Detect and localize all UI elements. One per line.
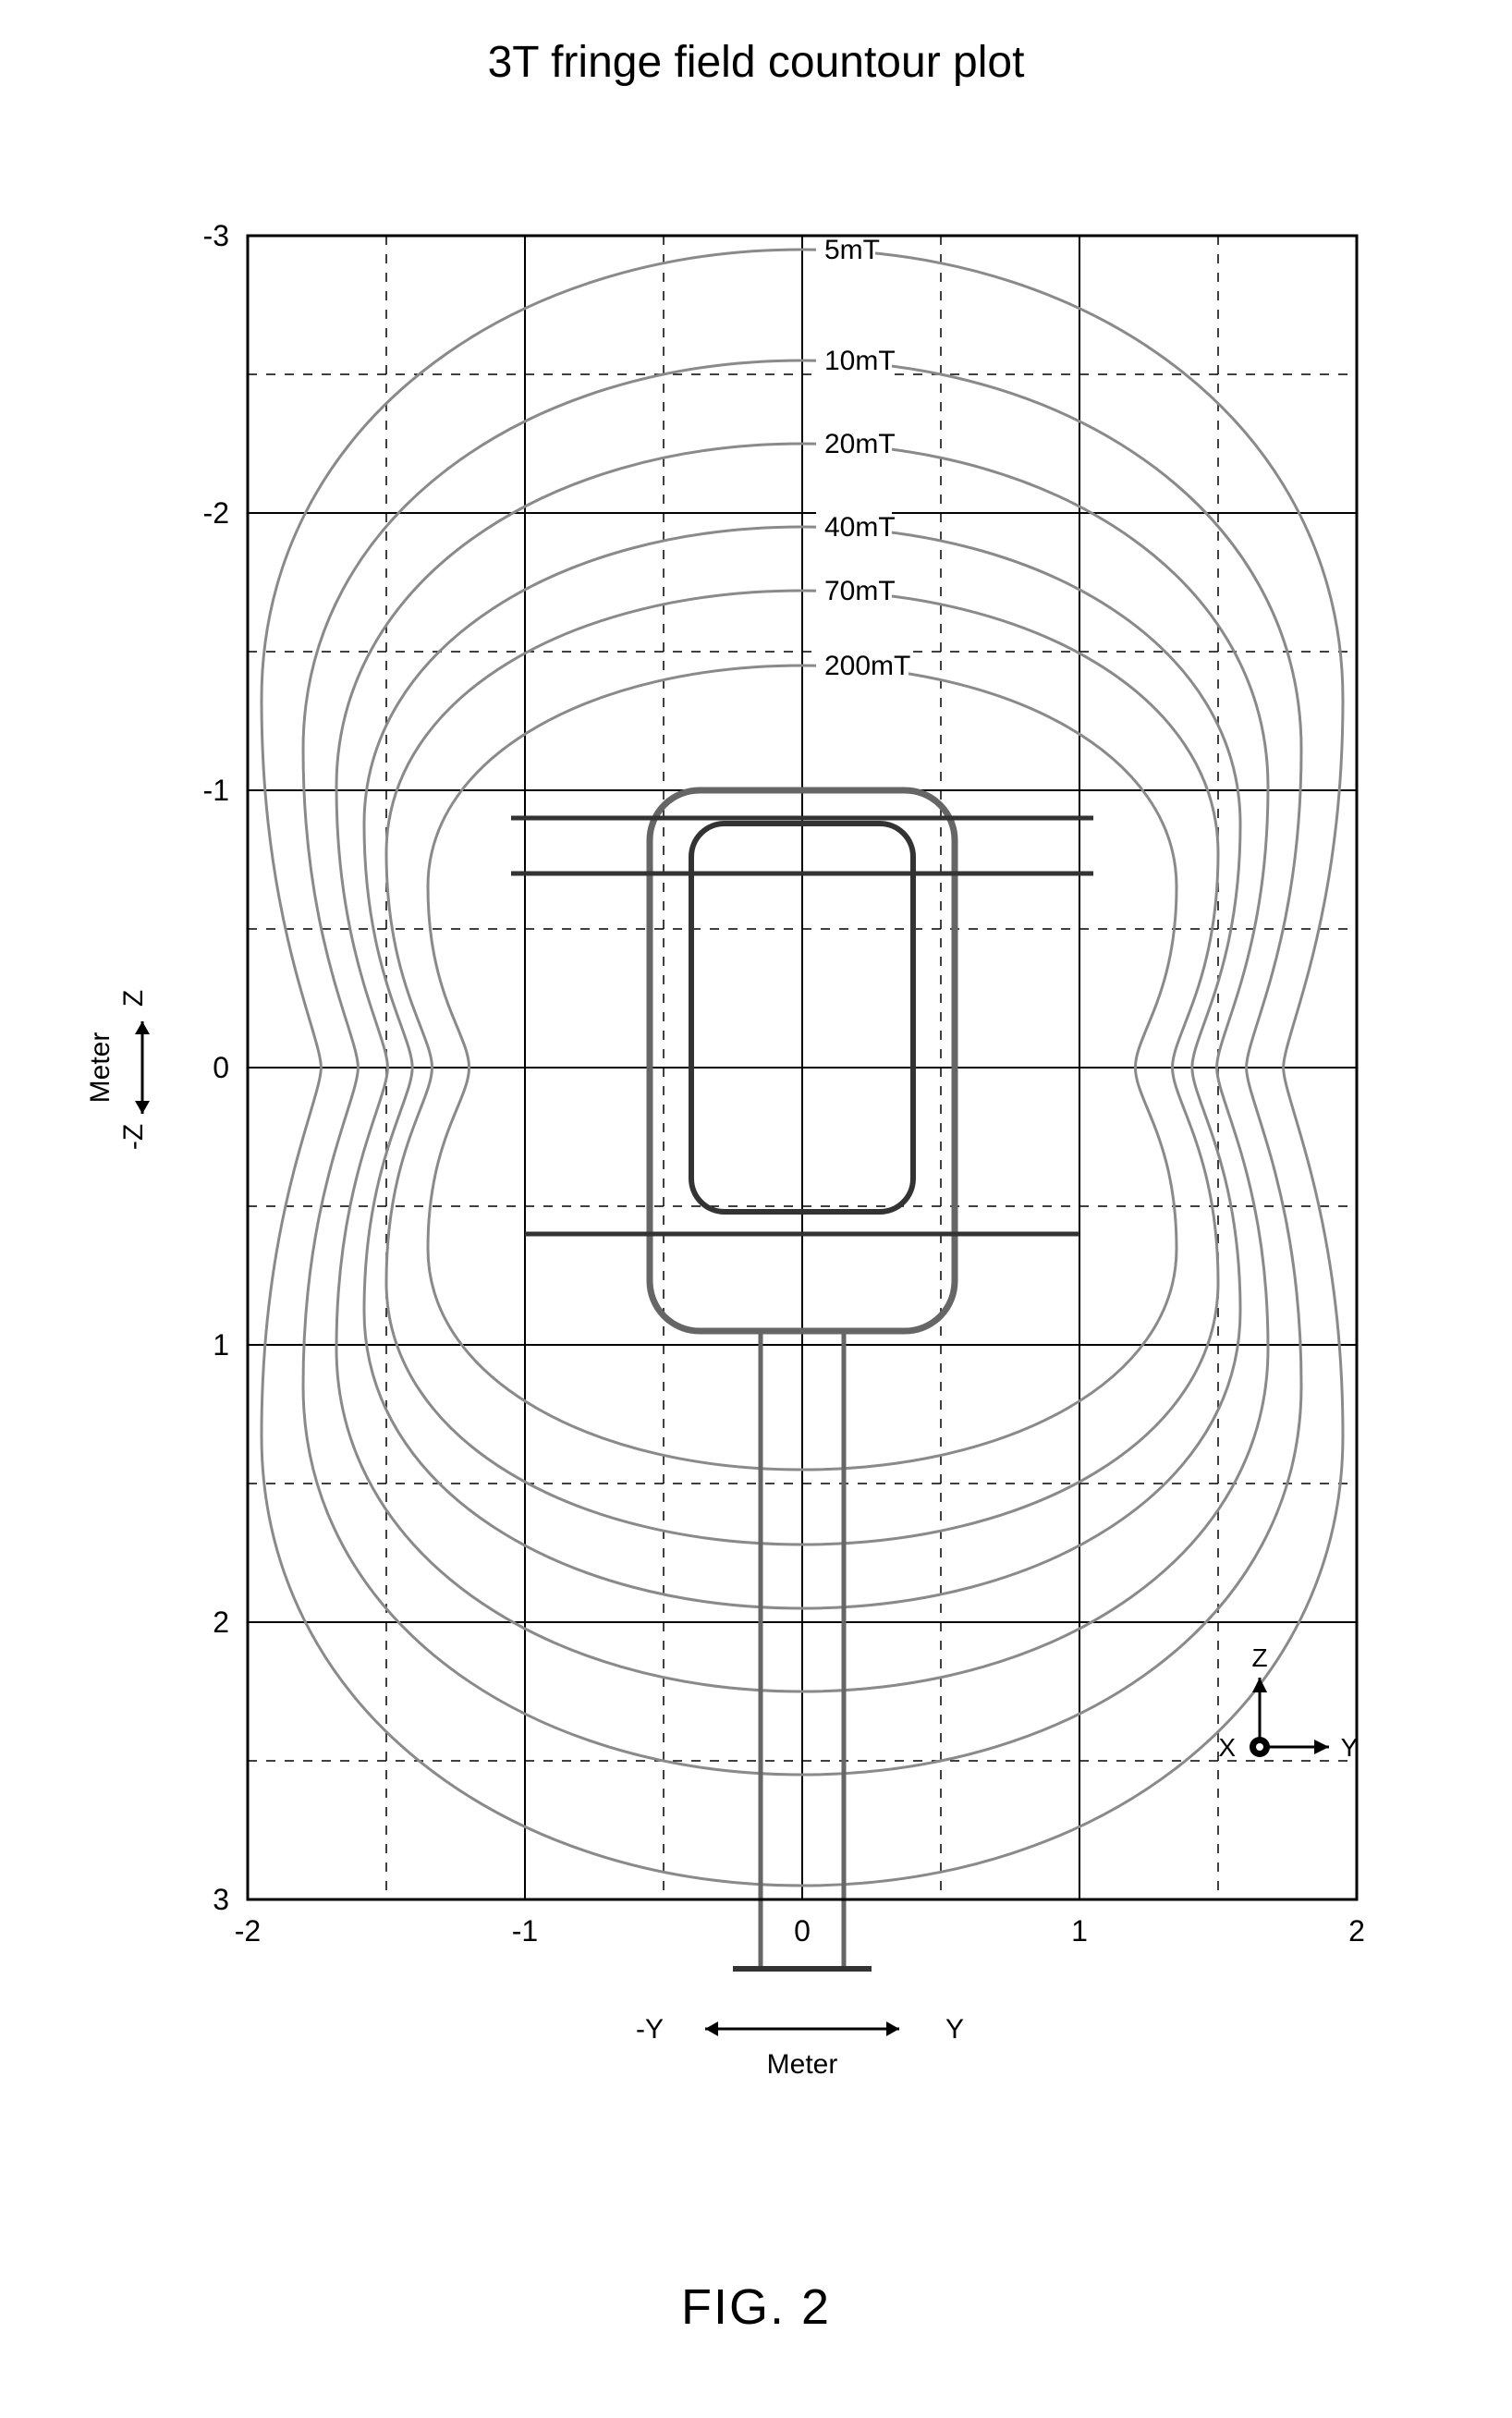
arrow-right-icon [886, 2021, 899, 2036]
x-tick-label: -1 [512, 1914, 538, 1948]
contour-plot: 5mT 10mT 20mT 40mT 70mT 200mT -2 -1 0 1 2 -3 -2 -1 0 1 2… [63, 116, 1449, 2241]
coord-y-arrow-icon [1314, 1740, 1329, 1754]
contour-label: 10mT [824, 346, 896, 376]
y-tick-label: 3 [213, 1883, 229, 1916]
y-tick-label: -3 [203, 219, 229, 252]
coord-x-label: X [1218, 1733, 1236, 1762]
arrow-down-icon [135, 1101, 150, 1114]
x-axis-unit: Meter [767, 2049, 838, 2080]
x-tick-label: 2 [1348, 1914, 1365, 1948]
y-axis-pos-label: Z [118, 990, 149, 1007]
y-axis-neg-label: -Z [118, 1124, 149, 1150]
y-tick-label: -1 [203, 774, 229, 807]
x-tick-label: -2 [235, 1914, 261, 1948]
contour-label: 40mT [824, 512, 896, 543]
coord-y-label: Y [1341, 1733, 1359, 1762]
arrow-up-icon [135, 1021, 150, 1034]
arrow-left-icon [705, 2021, 718, 2036]
contour-label: 70mT [824, 576, 896, 606]
x-tick-label: 0 [794, 1914, 811, 1948]
figure-label: FIG. 2 [681, 2278, 831, 2336]
plot-container: 5mT 10mT 20mT 40mT 70mT 200mT -2 -1 0 1 2 -3 -2 -1 0 1 2… [63, 116, 1449, 2241]
contour-label: 200mT [824, 651, 910, 681]
y-tick-label: 0 [213, 1051, 229, 1084]
contour-label: 20mT [824, 429, 896, 459]
y-tick-label: 2 [213, 1606, 229, 1639]
contour-label: 5mT [824, 235, 880, 265]
x-tick-label: 1 [1071, 1914, 1088, 1948]
y-tick-label: -2 [203, 496, 229, 530]
y-tick-label: 1 [213, 1328, 229, 1362]
x-axis-neg-label: -Y [636, 2014, 664, 2045]
coord-z-label: Z [1251, 1643, 1267, 1672]
x-axis-pos-label: Y [945, 2014, 964, 2045]
y-axis-unit: Meter [85, 1032, 116, 1104]
chart-title: 3T fringe field countour plot [488, 37, 1025, 88]
